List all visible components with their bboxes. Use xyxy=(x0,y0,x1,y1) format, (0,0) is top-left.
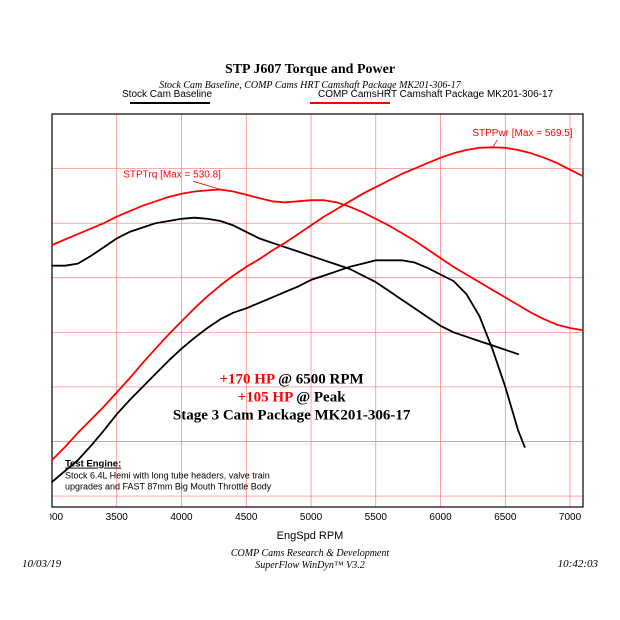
svg-text:STPTrq [Max = 530.8]: STPTrq [Max = 530.8] xyxy=(123,169,221,180)
footer-time: 10:42:03 xyxy=(558,558,598,570)
plot-svg: 3000350040004500500055006000650070002503… xyxy=(50,112,585,527)
legend-swatch-stock xyxy=(130,102,210,104)
svg-text:Stock 6.4L Hemi with long tube: Stock 6.4L Hemi with long tube headers, … xyxy=(65,471,270,481)
legend-label-comp: COMP CamsHRT Camshaft Package MK201-306-… xyxy=(318,89,553,100)
svg-text:+170 HP @ 6500 RPM: +170 HP @ 6500 RPM xyxy=(220,372,364,388)
footer-org: COMP Cams Research & Development xyxy=(0,548,620,559)
svg-text:3500: 3500 xyxy=(106,512,129,523)
svg-text:STPPwr [Max = 569.5]: STPPwr [Max = 569.5] xyxy=(472,128,573,139)
svg-text:3000: 3000 xyxy=(50,512,64,523)
svg-text:6500: 6500 xyxy=(494,512,517,523)
svg-text:5500: 5500 xyxy=(365,512,388,523)
footer-software: SuperFlow WinDyn™ V3.2 xyxy=(0,560,620,571)
legend-label-stock: Stock Cam Baseline xyxy=(122,89,212,100)
svg-text:4500: 4500 xyxy=(235,512,258,523)
svg-text:4000: 4000 xyxy=(170,512,193,523)
chart-title: STP J607 Torque and Power xyxy=(0,62,620,78)
svg-text:upgrades and FAST 87mm Big Mou: upgrades and FAST 87mm Big Mouth Throttl… xyxy=(65,482,272,492)
svg-text:Stage 3 Cam Package MK201-306-: Stage 3 Cam Package MK201-306-17 xyxy=(173,408,411,424)
chart-plot: 3000350040004500500055006000650070002503… xyxy=(50,112,585,527)
svg-text:Test Engine:: Test Engine: xyxy=(65,459,121,470)
svg-text:7000: 7000 xyxy=(559,512,582,523)
dyno-chart-page: STP J607 Torque and Power Stock Cam Base… xyxy=(0,0,620,620)
x-axis-label: EngSpd RPM xyxy=(0,530,620,542)
svg-text:6000: 6000 xyxy=(429,512,452,523)
svg-text:5000: 5000 xyxy=(300,512,323,523)
legend-swatch-comp xyxy=(310,102,390,104)
svg-text:+105 HP @ Peak: +105 HP @ Peak xyxy=(238,390,347,406)
